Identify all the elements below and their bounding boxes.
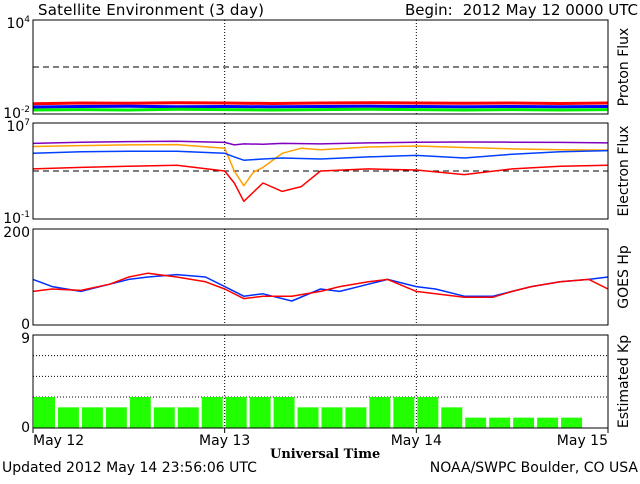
electron-flux-series-3: [32, 164, 609, 203]
electron-flux-series-1: [32, 143, 609, 187]
x-axis-title: Universal Time: [270, 447, 381, 462]
kp-bar: [489, 417, 511, 428]
kp-bar: [345, 407, 367, 428]
plot-title: Satellite Environment (3 day): [38, 1, 265, 19]
electron-flux-series-2: [32, 149, 609, 161]
kp-bar: [513, 417, 535, 428]
kp-bar: [321, 407, 343, 428]
electron-flux-series-0: [32, 140, 609, 146]
kp-bar: [273, 397, 295, 428]
proton-flux-series-0: [32, 101, 609, 106]
kp-bar: [537, 417, 559, 428]
estimated-kp-ylabel: Estimated Kp: [616, 335, 632, 428]
proton-flux-ytick-top: 104: [6, 15, 30, 32]
kp-bar: [393, 397, 415, 428]
begin-label: Begin:: [404, 1, 453, 19]
kp-bar: [153, 407, 175, 428]
electron-flux-ytick-top: 107: [6, 118, 30, 135]
kp-bar: [34, 397, 55, 428]
proton-flux-series-2: [32, 107, 609, 112]
kp-bar: [561, 417, 583, 428]
kp-bar: [465, 417, 487, 428]
kp-bar: [369, 397, 391, 428]
kp-bar: [249, 397, 271, 428]
estimated-kp-ytick-bottom: 0: [21, 420, 30, 436]
kp-bar: [441, 407, 463, 428]
begin-time: Begin: 2012 May 12 0000 UTC: [405, 1, 638, 19]
kp-bar: [177, 407, 199, 428]
credit-label: NOAA/SWPC Boulder, CO USA: [429, 460, 638, 476]
x-tick-label: May 13: [199, 433, 250, 449]
estimated-kp-frame: [32, 334, 609, 429]
proton-flux-ylabel: Proton Flux: [616, 28, 632, 107]
begin-value: 2012 May 12 0000 UTC: [462, 1, 638, 19]
kp-bar: [225, 397, 247, 428]
proton-flux-frame: [32, 19, 609, 115]
x-tick-label: May 12: [33, 433, 84, 449]
goes-hp-series-1: [32, 272, 609, 300]
goes-hp-series-0: [32, 273, 609, 302]
goes-hp-ytick-top: 200: [3, 225, 30, 241]
x-tick-label: May 15: [557, 433, 608, 449]
goes-hp-ylabel: GOES Hp: [616, 245, 632, 309]
kp-bar: [417, 397, 439, 428]
kp-bar: [105, 407, 127, 428]
goes-hp-ytick-bottom: 0: [21, 317, 30, 333]
goes-hp-frame: [32, 228, 609, 326]
kp-bar: [201, 397, 223, 428]
updated-timestamp: Updated 2012 May 14 23:56:06 UTC: [2, 460, 257, 476]
proton-flux-series-1: [32, 104, 609, 109]
kp-bar: [57, 407, 79, 428]
kp-bar: [129, 397, 151, 428]
kp-bar: [81, 407, 103, 428]
estimated-kp-ytick-top: 9: [21, 331, 30, 347]
electron-flux-frame: [32, 122, 609, 220]
x-tick-label: May 14: [391, 433, 442, 449]
kp-bar: [297, 407, 319, 428]
electron-flux-ylabel: Electron Flux: [616, 126, 632, 217]
